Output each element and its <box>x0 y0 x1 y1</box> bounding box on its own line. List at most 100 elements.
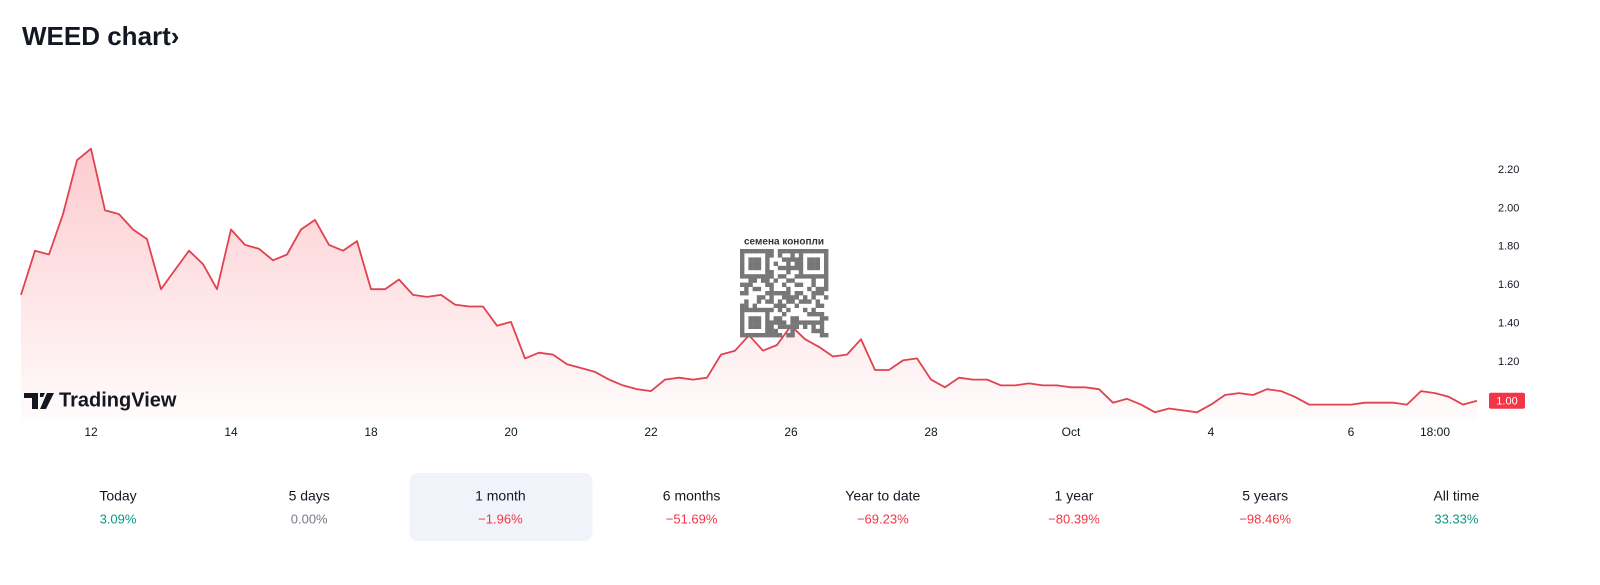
qr-module <box>786 333 791 338</box>
qr-module <box>765 257 770 262</box>
qr-module <box>765 265 770 271</box>
qr-module <box>794 265 799 271</box>
qr-module <box>756 261 762 266</box>
qr-module <box>744 286 749 292</box>
period-change: −98.46% <box>1239 511 1291 526</box>
period-change: −80.39% <box>1048 511 1100 526</box>
qr-module <box>794 295 799 300</box>
qr-module <box>782 295 787 300</box>
qr-module <box>765 274 770 279</box>
period-change: 33.33% <box>1434 511 1479 526</box>
qr-module <box>807 299 812 304</box>
period-label: All time <box>1433 488 1479 504</box>
period-change: 0.00% <box>291 511 328 526</box>
qr-module <box>769 291 774 296</box>
qr-module <box>798 257 804 262</box>
x-tick-label: 28 <box>924 425 938 439</box>
qr-module <box>803 324 808 329</box>
qr-module <box>756 286 762 292</box>
period-label: 1 month <box>475 488 526 504</box>
qr-module <box>748 249 753 254</box>
qr-module <box>786 286 791 292</box>
qr-module <box>748 333 753 338</box>
qr-module <box>819 328 825 334</box>
qr-module <box>777 320 783 325</box>
qr-module <box>811 249 816 254</box>
period-change: −69.23% <box>857 511 909 526</box>
qr-module <box>803 307 808 313</box>
y-tick-label: 2.20 <box>1498 164 1519 176</box>
x-tick-label: 18 <box>364 425 378 439</box>
qr-module <box>744 282 749 287</box>
qr-module <box>777 265 783 271</box>
qr-module <box>769 320 774 325</box>
x-tick-label: 18:00 <box>1420 425 1450 439</box>
qr-module <box>740 270 745 275</box>
qr-module <box>756 274 762 279</box>
qr-module <box>824 278 829 283</box>
qr-module <box>786 257 791 262</box>
qr-module <box>798 249 804 254</box>
qr-module <box>815 299 820 304</box>
qr-module <box>761 295 766 300</box>
qr-module <box>803 295 808 300</box>
qr-module <box>794 274 799 279</box>
period-button[interactable]: All time 33.33% <box>1433 488 1479 527</box>
qr-module <box>824 253 829 258</box>
qr-module <box>765 282 770 287</box>
qr-module <box>748 278 753 283</box>
qr-module <box>756 295 762 300</box>
qr-module <box>794 282 799 287</box>
period-button[interactable]: 5 days 0.00% <box>289 488 330 527</box>
qr-module <box>798 270 804 275</box>
qr-module <box>807 249 812 254</box>
period-button[interactable]: 6 months −51.69% <box>663 488 721 527</box>
qr-module <box>765 261 770 266</box>
qr-module <box>744 299 749 304</box>
qr-module <box>811 265 816 271</box>
qr-module <box>748 261 753 266</box>
qr-module <box>752 303 757 308</box>
qr-module <box>773 320 778 325</box>
qr-module <box>752 265 757 271</box>
qr-module <box>752 249 757 254</box>
qr-module <box>765 328 770 334</box>
qr-module <box>819 249 825 254</box>
x-tick-label: 22 <box>644 425 658 439</box>
qr-module <box>819 312 825 317</box>
qr-module <box>811 295 816 300</box>
qr-module <box>765 320 770 325</box>
period-button[interactable]: Today 3.09% <box>99 488 137 527</box>
qr-module <box>782 257 787 262</box>
qr-module <box>765 278 770 283</box>
qr-module <box>740 249 745 254</box>
qr-module <box>824 316 829 321</box>
qr-module <box>794 291 799 296</box>
qr-module <box>794 303 799 308</box>
qr-module <box>765 316 770 321</box>
period-button[interactable]: Year to date −69.23% <box>845 488 920 527</box>
qr-module <box>752 278 757 283</box>
qr-module <box>811 291 816 296</box>
period-button[interactable]: 1 month −1.96% <box>409 473 593 541</box>
period-button[interactable]: 5 years −98.46% <box>1239 488 1291 527</box>
qr-module <box>819 286 825 292</box>
qr-module <box>748 282 753 287</box>
qr-module <box>777 253 783 258</box>
chart-title[interactable]: WEED chart› <box>22 21 179 51</box>
qr-module <box>765 312 770 317</box>
qr-module <box>811 320 816 325</box>
qr-module <box>790 265 795 271</box>
qr-module <box>794 324 799 329</box>
period-button[interactable]: 1 year −80.39% <box>1048 488 1100 527</box>
period-label: Today <box>99 488 136 504</box>
qr-module <box>798 274 804 279</box>
x-tick-label: Oct <box>1062 425 1081 439</box>
qr-module <box>769 295 774 300</box>
qr-module <box>740 303 745 308</box>
qr-module <box>752 261 757 266</box>
qr-module <box>798 291 804 296</box>
qr-module <box>782 312 787 317</box>
qr-module <box>811 282 816 287</box>
qr-module <box>824 257 829 262</box>
